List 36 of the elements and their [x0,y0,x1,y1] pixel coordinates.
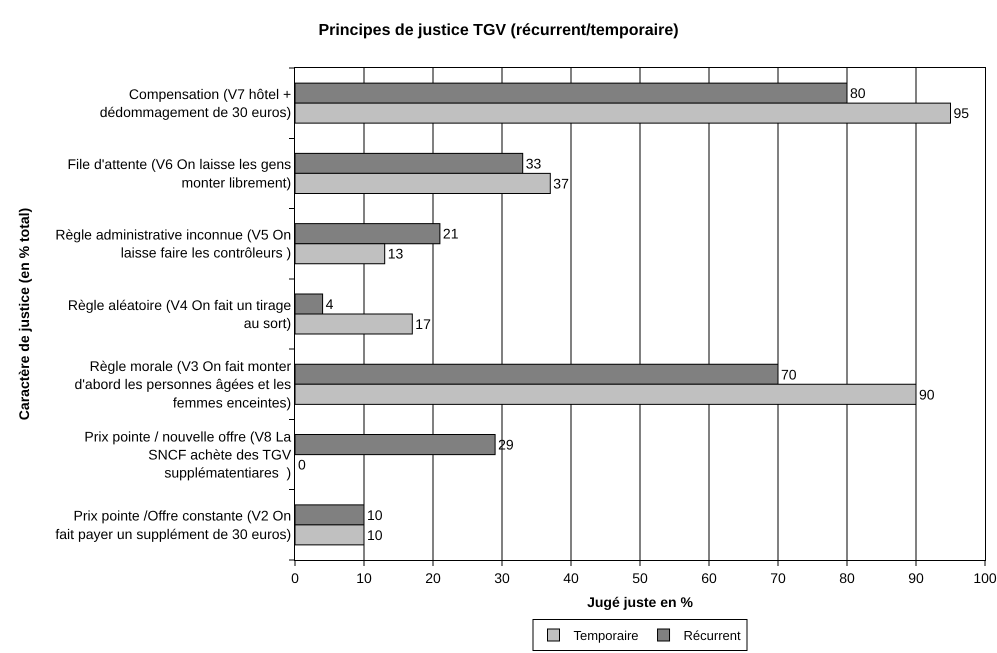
x-tick-label: 90 [908,570,924,586]
data-label: 10 [367,506,383,523]
data-label: 10 [367,526,383,543]
x-tick-label: 50 [632,570,648,586]
y-tick-label: Règle morale (V3 On fait monter d'abord les personnes âgées et les femmes enceintes) [74,358,292,410]
x-tick-label: 10 [356,570,372,586]
data-label: 90 [919,386,935,402]
x-tick-label: 80 [839,570,855,586]
x-tick-label: 100 [973,570,997,586]
data-label: 70 [781,366,797,382]
x-axis-title: Jugé juste en % [587,594,694,610]
data-label: 21 [442,226,459,242]
x-tick-label: 70 [770,570,786,586]
x-tick-label: 40 [563,570,579,586]
x-tick-label: 20 [425,570,441,586]
data-label: 13 [388,246,404,262]
y-tick-label: Prix pointe /Offre constante (V2 On fait payer un supplément de 30 euros) [55,508,292,542]
x-tick-label: 30 [494,570,510,586]
data-label: 4 [326,296,334,312]
x-tick-label: 60 [701,570,717,586]
legend-label: Temporaire [574,628,639,644]
y-axis-title: Caractère de justice (en % total) [16,208,32,420]
data-label: 33 [526,155,542,172]
data-label: 17 [415,316,432,332]
data-label: 80 [850,85,866,102]
data-label: 95 [954,105,970,122]
data-label: 37 [553,175,570,192]
y-tick-label: Prix pointe / nouvelle offre (V8 La SNCF achète des TGV supplématentiares ) [84,428,292,481]
y-tick-label: Compensation (V7 hôtel + dédommagement de 30 euros) [100,86,292,120]
x-tick-label: 0 [291,570,300,586]
y-tick-label: File d'attente (V6 On laisse les gens monter librement) [68,156,292,190]
legend-label: Récurrent [684,628,741,644]
data-label: 0 [298,456,306,473]
y-tick-label: Règle aléatoire (V4 On fait un tirage au sort) [68,296,292,331]
y-tick-label: Règle administrative inconnue (V5 On laisse faire les contrôleurs ) [55,226,292,261]
chart-title: Principes de justice TGV (récurrent/temporaire) [318,22,679,39]
